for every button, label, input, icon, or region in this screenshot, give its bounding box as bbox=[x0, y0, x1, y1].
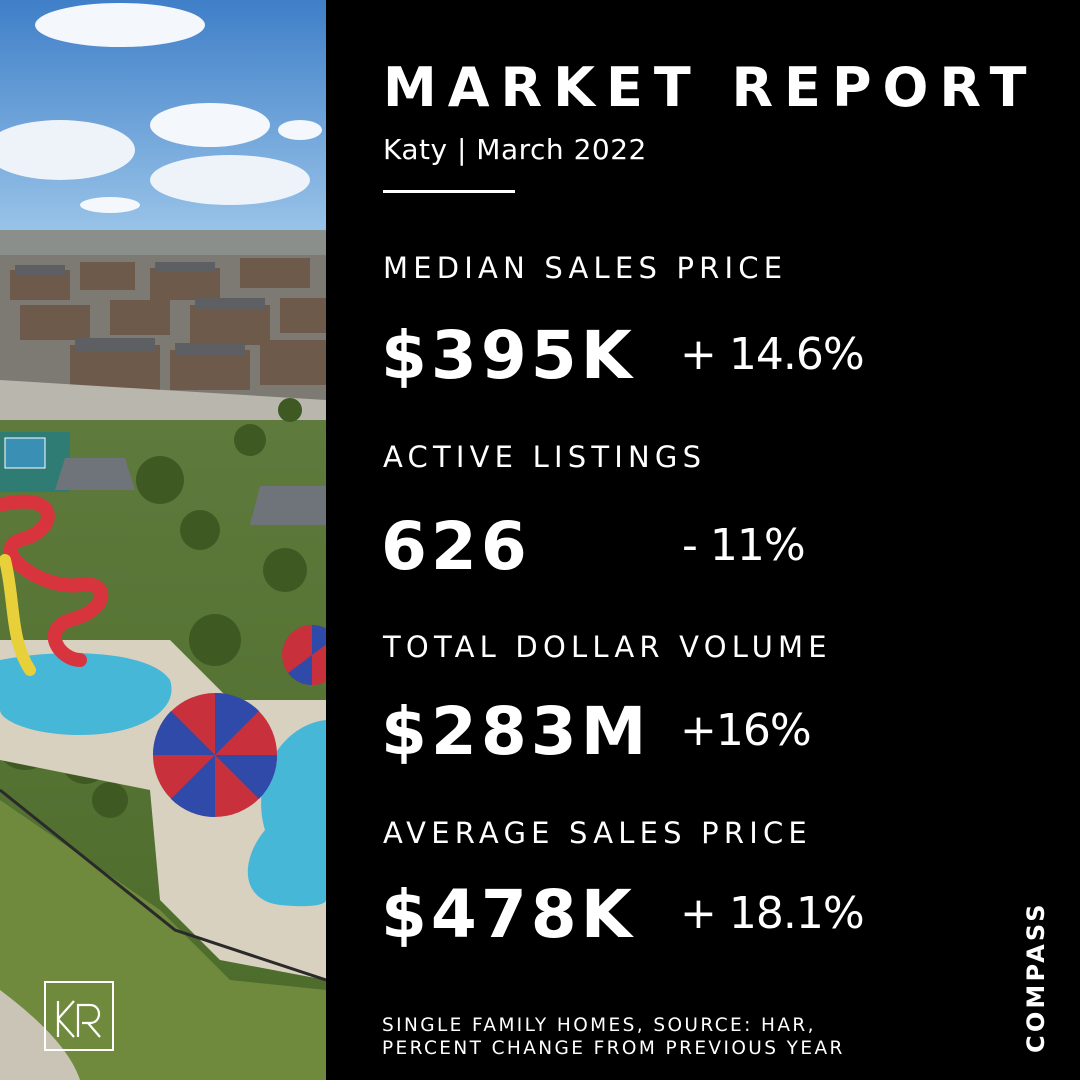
report-subtitle: Katy | March 2022 bbox=[383, 133, 647, 166]
neighborhood-aerial-photo bbox=[0, 0, 326, 1080]
metric-value-median-sales-price: $395K bbox=[381, 317, 636, 394]
metric-label-median-sales-price: MEDIAN SALES PRICE bbox=[383, 251, 788, 285]
agent-logo bbox=[44, 981, 114, 1051]
metric-label-total-dollar-volume: TOTAL DOLLAR VOLUME bbox=[383, 630, 832, 664]
metric-change-total-dollar-volume: +16% bbox=[680, 705, 812, 756]
footnote: SINGLE FAMILY HOMES, SOURCE: HAR, PERCEN… bbox=[382, 1014, 942, 1060]
metric-change-median-sales-price: + 14.6% bbox=[680, 329, 865, 380]
metric-value-active-listings: 626 bbox=[381, 508, 531, 585]
footnote-line-1: SINGLE FAMILY HOMES, SOURCE: HAR, bbox=[382, 1015, 816, 1036]
metric-label-average-sales-price: AVERAGE SALES PRICE bbox=[383, 816, 812, 850]
metric-label-active-listings: ACTIVE LISTINGS bbox=[383, 440, 707, 474]
metric-change-average-sales-price: + 18.1% bbox=[680, 888, 865, 939]
compass-brand: COMPASS bbox=[1022, 901, 1050, 1053]
footnote-line-2: PERCENT CHANGE FROM PREVIOUS YEAR bbox=[382, 1038, 845, 1059]
metric-value-total-dollar-volume: $283M bbox=[381, 693, 651, 770]
title-divider bbox=[383, 190, 515, 193]
metric-value-average-sales-price: $478K bbox=[381, 876, 636, 953]
report-panel: MARKET REPORT Katy | March 2022 MEDIAN S… bbox=[326, 0, 1080, 1080]
metric-change-active-listings: - 11% bbox=[682, 520, 806, 571]
report-title: MARKET REPORT bbox=[383, 56, 1038, 119]
